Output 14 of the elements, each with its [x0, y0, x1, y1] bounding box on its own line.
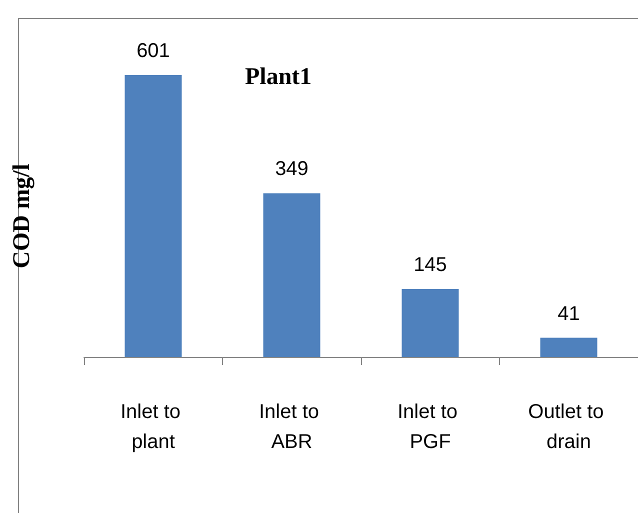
- data-label: 145: [414, 254, 447, 276]
- bar: [402, 288, 459, 357]
- x-tick-label: Outlet to drain: [528, 401, 610, 453]
- bar: [124, 75, 182, 357]
- data-label: 41: [558, 302, 580, 325]
- y-axis-title: COD mg/l: [9, 163, 35, 268]
- x-tick-label: Inlet to PGF: [397, 401, 464, 453]
- data-label: 349: [275, 158, 308, 180]
- bar: [540, 338, 598, 357]
- x-tick-label: Inlet to ABR: [258, 401, 325, 453]
- chart-title: Plant1: [245, 64, 312, 90]
- x-tick-label: Inlet to plant: [120, 401, 186, 453]
- data-label: 601: [136, 40, 170, 62]
- bar: [263, 193, 320, 357]
